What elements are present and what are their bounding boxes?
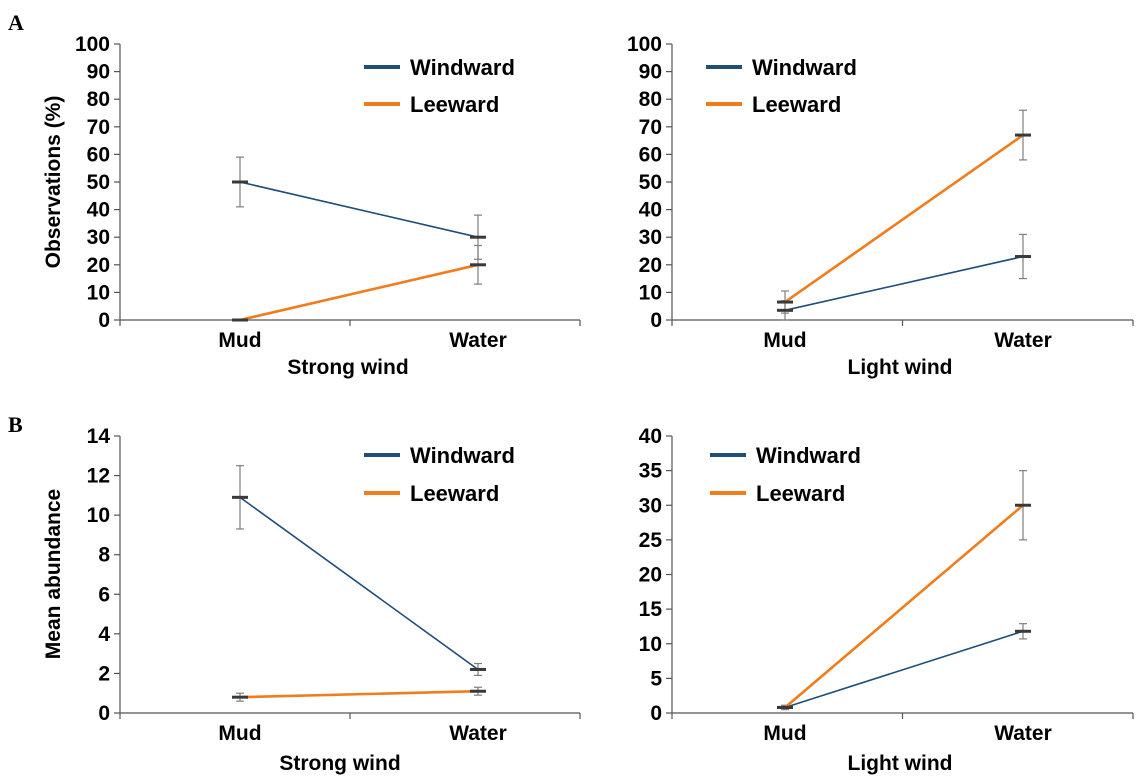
y-tick-label: 10 — [87, 281, 110, 304]
x-category-label: Water — [994, 329, 1052, 352]
x-axis-title: Strong wind — [279, 752, 400, 775]
x-category-label: Water — [994, 722, 1052, 745]
legend-label-windward: Windward — [410, 55, 515, 80]
chart-a-strong-wind: 0 10 20 30 40 50 60 70 80 90 100 Mud Water Strong win… — [42, 33, 581, 379]
y-tick-label: 10 — [639, 281, 662, 304]
legend-label-leeward: Leeward — [756, 481, 845, 506]
legend-label-leeward: Leeward — [410, 92, 499, 117]
y-tick-label: 80 — [87, 88, 110, 111]
y-tick-label: 12 — [87, 465, 110, 488]
y-tick-label: 0 — [650, 702, 662, 725]
series-line-leeward — [784, 134, 1024, 304]
y-tick-label: 35 — [639, 460, 663, 483]
y-tick-label: 90 — [87, 61, 110, 84]
y-tick-label: 25 — [639, 529, 663, 552]
y-axis-title: Mean abundance — [42, 489, 65, 659]
y-tick-label: 30 — [87, 226, 110, 249]
y-tick-label: 40 — [639, 425, 662, 448]
y-tick-label: 50 — [87, 171, 110, 194]
y-tick-label: 90 — [639, 61, 662, 84]
chart-b-light-wind: 0 5 10 15 20 25 30 35 40 Mud Water Light wind Windwa… — [639, 425, 1134, 775]
y-tick-label: 4 — [98, 623, 110, 646]
panel-letter-a: A — [8, 10, 24, 35]
x-axis-title: Light wind — [848, 356, 953, 379]
y-tick-label: 10 — [87, 504, 110, 527]
x-category-label: Water — [449, 329, 507, 352]
y-tick-label: 20 — [639, 564, 662, 587]
y-tick-label: 80 — [639, 88, 662, 111]
x-axis-title: Light wind — [848, 752, 953, 775]
x-axis-title: Strong wind — [287, 356, 408, 379]
y-tick-label: 10 — [639, 633, 662, 656]
y-tick-label: 14 — [87, 425, 111, 448]
series-line-leeward — [239, 689, 479, 699]
y-tick-label: 60 — [87, 143, 110, 166]
y-tick-label: 0 — [98, 309, 110, 332]
y-tick-label: 70 — [87, 116, 110, 139]
y-tick-label: 2 — [98, 662, 110, 685]
y-tick-label: 70 — [639, 116, 662, 139]
series-line-windward — [784, 630, 1024, 709]
series-line-windward — [239, 181, 479, 238]
panel-letter-b: B — [8, 412, 23, 437]
series-line-leeward — [239, 263, 479, 322]
y-tick-label: 0 — [98, 702, 110, 725]
y-tick-label: 60 — [639, 143, 662, 166]
y-tick-label: 6 — [98, 583, 110, 606]
legend-label-windward: Windward — [756, 443, 861, 468]
y-tick-label: 15 — [639, 598, 663, 621]
y-tick-label: 30 — [639, 494, 662, 517]
x-category-label: Mud — [218, 329, 261, 352]
y-tick-label: 8 — [98, 544, 110, 567]
series-line-windward — [784, 255, 1024, 312]
legend-label-windward: Windward — [410, 443, 515, 468]
chart-a-light-wind: 0 10 20 30 40 50 60 70 80 90 100 Mud Water Light wind… — [627, 33, 1134, 379]
y-tick-label: 0 — [650, 309, 662, 332]
y-axis-title: Observations (%) — [42, 96, 65, 269]
y-tick-label: 40 — [639, 199, 662, 222]
y-tick-label: 5 — [650, 667, 662, 690]
x-category-label: Mud — [763, 329, 806, 352]
legend-label-windward: Windward — [752, 55, 857, 80]
series-line-leeward — [784, 504, 1024, 709]
chart-b-strong-wind: 0 2 4 6 8 10 12 14 Mud Water Strong wind Mean abund… — [42, 425, 581, 775]
series-line-windward — [239, 496, 479, 671]
x-category-label: Mud — [218, 722, 261, 745]
y-tick-label: 20 — [639, 254, 662, 277]
legend-label-leeward: Leeward — [752, 92, 841, 117]
y-tick-label: 40 — [87, 199, 110, 222]
x-category-label: Water — [449, 722, 507, 745]
legend-label-leeward: Leeward — [410, 481, 499, 506]
x-category-label: Mud — [763, 722, 806, 745]
y-tick-label: 100 — [627, 33, 662, 56]
y-tick-label: 100 — [75, 33, 110, 56]
y-tick-label: 20 — [87, 254, 110, 277]
y-tick-label: 30 — [639, 226, 662, 249]
y-tick-label: 50 — [639, 171, 662, 194]
